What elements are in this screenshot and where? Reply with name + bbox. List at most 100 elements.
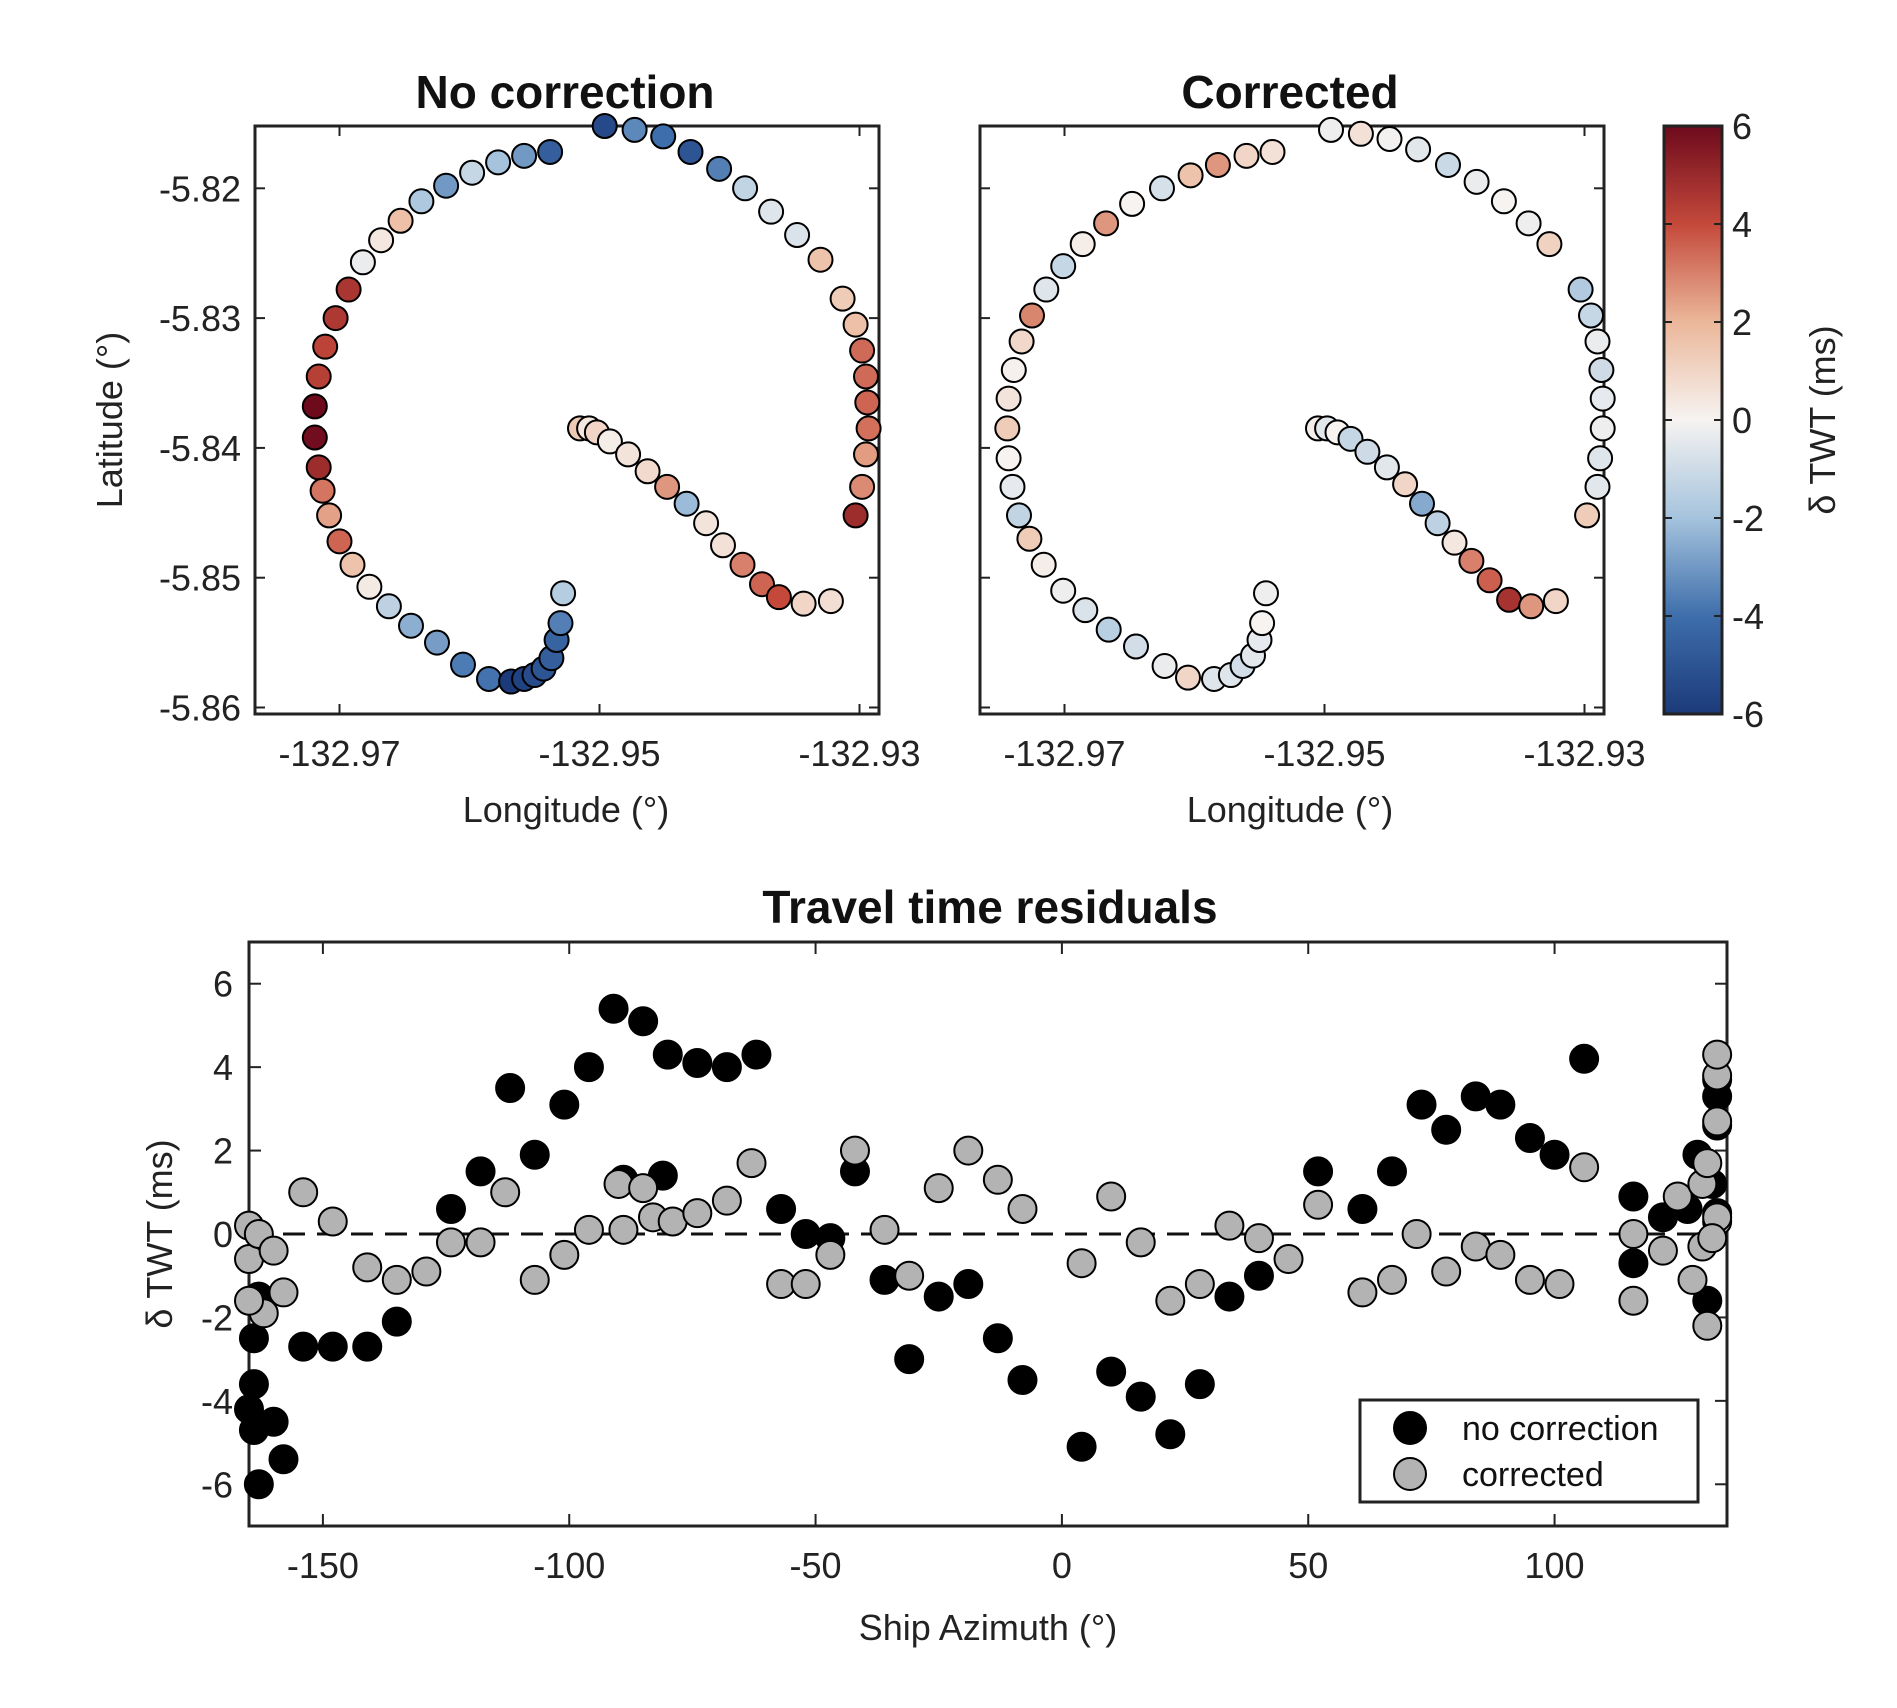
data-point [1093,210,1120,237]
x-tick-label: -132.93 [798,733,920,774]
data-point [1584,328,1611,355]
y-tick-label: -2 [201,1297,233,1338]
data-point [1458,547,1485,574]
x-tick-label: -132.93 [1523,733,1645,774]
colorbar-tick-label: 2 [1732,302,1752,343]
corrected-point [1155,1285,1186,1316]
corrected-point [628,1173,659,1204]
data-point [853,441,879,468]
corrected-point [1618,1285,1649,1316]
x-tick-label: -100 [533,1545,605,1586]
corrected-point [258,1235,289,1266]
no-correction-point [894,1344,925,1375]
data-point [1233,142,1260,169]
data-point [1019,302,1045,329]
data-point [596,428,623,455]
no-correction-point [628,1006,659,1037]
colorbar-tick-label: -4 [1732,596,1764,637]
data-point [398,612,424,639]
panel-no-correction-xlabel: Longitude (°) [463,789,670,830]
data-point [1435,151,1461,178]
panel-no-correction-title: No correction [415,66,714,118]
no-correction-point [790,1219,821,1249]
corrected-point [1569,1152,1600,1183]
data-point [1050,577,1077,604]
no-correction-point [1096,1356,1127,1387]
data-point [693,510,720,537]
panel-no-correction: No correction -132.97 -132.95 -132.93 -5.82… [89,66,921,830]
data-point [673,490,700,517]
x-tick-label: -150 [287,1545,359,1586]
data-point [729,551,756,578]
data-point [305,363,332,390]
panel-no-correction-plot-area [253,124,881,716]
no-correction-point [869,1264,900,1295]
data-point [356,573,383,600]
corrected-point [1376,1264,1407,1295]
data-point [1249,610,1276,637]
panel-corrected-title: Corrected [1181,66,1398,118]
no-correction-point [1406,1089,1437,1120]
data-point [853,363,879,390]
corrected-point [317,1206,348,1237]
corrected-point [1697,1223,1728,1254]
corrected-point [894,1260,925,1291]
no-correction-point [1514,1123,1545,1154]
y-tick-label: 6 [213,964,233,1005]
data-point [305,454,332,481]
corrected-point [573,1214,604,1245]
x-tick-label: -132.97 [278,733,400,774]
data-point [476,665,502,692]
corrected-point [435,1227,466,1258]
data-point [1373,454,1400,481]
colorbar: 6 4 2 0 -2 -4 -6 δ TWT (ms) [1662,106,1843,735]
no-correction-point [923,1281,954,1312]
corrected-point [1096,1181,1127,1212]
data-point [732,175,759,202]
y-tick-label: -4 [201,1381,233,1422]
panel-corrected-xlabel: Longitude (°) [1187,789,1394,830]
data-point [995,445,1022,472]
panel-corrected-points [994,116,1616,692]
corrected-point [1702,1106,1733,1137]
corrected-point [815,1239,846,1270]
no-correction-point [741,1039,772,1070]
no-correction-point [258,1406,289,1437]
data-point [1123,633,1149,660]
data-point [650,123,677,150]
no-correction-point [1618,1248,1649,1279]
data-point [621,116,648,143]
data-point [339,551,366,578]
data-point [368,227,395,254]
x-tick-label: 50 [1288,1545,1328,1586]
data-point [375,593,402,620]
data-point [854,389,881,416]
data-point [1050,253,1077,280]
data-point [1587,445,1614,472]
data-point [842,311,869,338]
y-tick-label: -5.82 [159,168,241,209]
data-point [1496,586,1523,613]
no-correction-point [238,1369,269,1400]
data-point [654,473,681,500]
data-point [1253,580,1279,607]
no-correction-point [1243,1260,1274,1291]
y-tick-label: -5.84 [159,428,241,469]
data-point [790,590,817,617]
legend-label-no-correction: no correction [1462,1410,1659,1448]
no-correction-point [435,1193,466,1224]
colorbar-tick-label: -2 [1732,498,1764,539]
data-point [855,415,882,442]
data-point [485,149,512,176]
data-point [1578,302,1604,329]
no-correction-point [1347,1193,1378,1224]
corrected-point [1514,1264,1545,1295]
no-correction-point [238,1323,269,1354]
corrected-point [549,1239,580,1270]
corrected-point [465,1227,496,1258]
data-point [326,528,353,555]
panel-corrected: Corrected -132.97 -132.95 -132.93 Longitud… [978,66,1646,830]
panel-corrected-ticks: -132.97 -132.95 -132.93 [980,126,1646,774]
data-point [309,477,336,504]
x-tick-label: -132.97 [1003,733,1125,774]
